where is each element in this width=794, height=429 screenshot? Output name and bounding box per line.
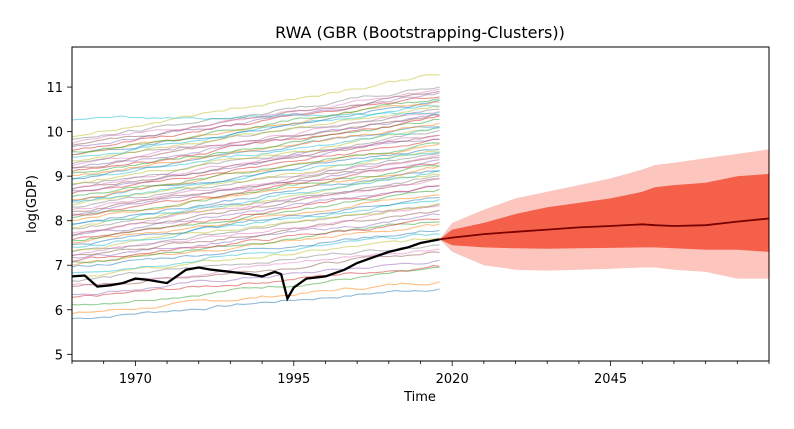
background-series-line bbox=[72, 106, 440, 162]
background-series-line bbox=[71, 233, 440, 274]
background-series-line bbox=[71, 265, 440, 298]
background-series-line bbox=[71, 281, 440, 315]
background-series-group bbox=[71, 74, 440, 320]
background-series-line bbox=[71, 185, 440, 241]
background-series-line bbox=[71, 170, 440, 225]
background-series-line bbox=[71, 92, 440, 148]
background-series-line bbox=[71, 86, 440, 140]
background-series-line bbox=[71, 229, 440, 268]
y-tick-label: 11 bbox=[46, 81, 63, 96]
background-series-line bbox=[71, 74, 440, 138]
x-tick-label: 2020 bbox=[436, 372, 469, 387]
x-axis-label: Time bbox=[403, 390, 436, 405]
x-tick-label: 2045 bbox=[594, 372, 627, 387]
y-axis-ticks: 5 6 7 8 9 10 11 bbox=[46, 81, 72, 363]
background-series-line bbox=[71, 129, 440, 186]
background-series-line bbox=[71, 203, 440, 252]
background-series-line bbox=[71, 126, 440, 180]
background-series-line bbox=[71, 203, 440, 253]
x-axis-ticks: 1970 1995 2020 2045 bbox=[71, 361, 770, 387]
background-series-line bbox=[71, 96, 440, 151]
background-series-line bbox=[71, 142, 440, 198]
y-axis-label: log(GDP) bbox=[25, 175, 40, 233]
background-series-line bbox=[71, 155, 440, 211]
background-series-line bbox=[71, 177, 440, 234]
background-series-line bbox=[71, 110, 440, 167]
background-series-line bbox=[71, 209, 440, 257]
background-series-line bbox=[71, 98, 440, 153]
background-series-line bbox=[71, 111, 440, 121]
background-series-line bbox=[71, 266, 440, 306]
y-tick-label: 7 bbox=[55, 259, 63, 274]
background-series-line bbox=[71, 169, 440, 226]
y-tick-label: 9 bbox=[55, 170, 63, 185]
forecast-inner-band bbox=[439, 173, 769, 252]
background-series-line bbox=[71, 194, 440, 244]
background-series-line bbox=[72, 153, 440, 208]
background-series-line bbox=[71, 127, 440, 181]
background-series-line bbox=[71, 175, 440, 230]
x-tick-label: 1995 bbox=[277, 372, 310, 387]
y-tick-label: 10 bbox=[46, 126, 63, 141]
background-series-line bbox=[71, 138, 440, 192]
background-series-line bbox=[71, 288, 440, 320]
y-tick-label: 6 bbox=[55, 304, 63, 319]
focus-series-line bbox=[71, 238, 440, 302]
focus-series-group bbox=[71, 238, 440, 302]
forecast-median-line bbox=[439, 217, 770, 241]
background-series-line bbox=[71, 213, 440, 259]
background-series-line bbox=[71, 164, 440, 219]
background-series-line bbox=[71, 218, 440, 262]
background-series-line bbox=[71, 162, 440, 216]
background-series-line bbox=[71, 126, 440, 185]
background-series-line bbox=[71, 156, 440, 213]
background-series-line bbox=[71, 90, 440, 146]
plot-area bbox=[71, 74, 770, 320]
y-tick-label: 8 bbox=[55, 215, 63, 230]
background-series-line bbox=[71, 88, 440, 145]
background-series-line bbox=[71, 138, 440, 194]
background-series-line bbox=[71, 185, 440, 237]
background-series-line bbox=[71, 244, 440, 282]
background-series-line bbox=[71, 221, 440, 264]
background-series-line bbox=[71, 238, 440, 278]
x-tick-label: 1970 bbox=[119, 372, 152, 387]
background-series-line bbox=[71, 122, 440, 177]
background-series-line bbox=[71, 259, 440, 296]
background-series-line bbox=[71, 99, 440, 156]
forecast-band-group bbox=[439, 149, 770, 279]
chart-title: RWA (GBR (Bootstrapping-Clusters)) bbox=[275, 23, 565, 42]
background-series-line bbox=[71, 199, 440, 248]
y-tick-label: 5 bbox=[55, 348, 63, 363]
background-series-line bbox=[71, 196, 440, 246]
